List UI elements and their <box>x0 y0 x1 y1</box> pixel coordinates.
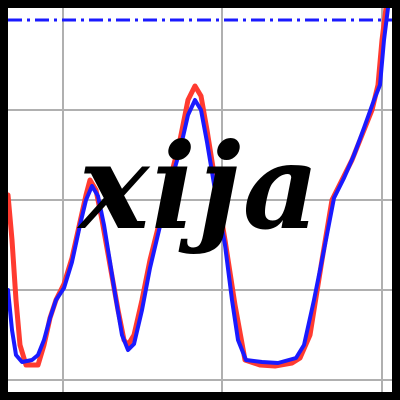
series-b-line <box>6 6 390 365</box>
